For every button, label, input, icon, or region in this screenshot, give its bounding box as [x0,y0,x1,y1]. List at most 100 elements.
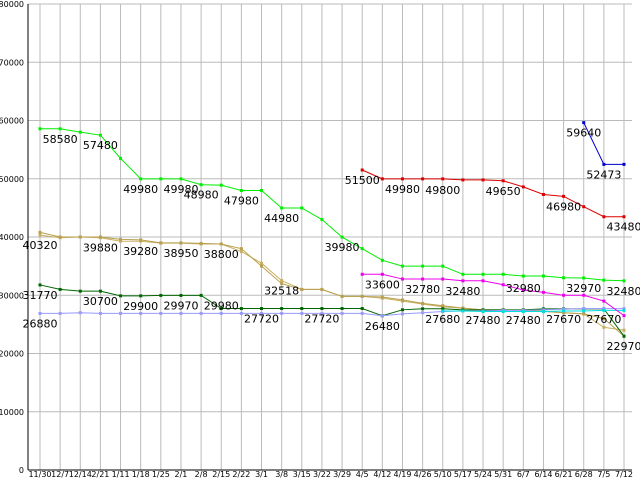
series-point [582,293,586,297]
series-point [179,311,183,315]
x-tick-label: 3/29 [333,470,351,479]
data-label: 47980 [224,195,259,208]
series-point [239,311,243,315]
data-label: 52473 [586,168,621,181]
series-point [541,192,545,196]
series-point [139,311,143,315]
series-point [421,277,425,281]
x-tick-label: 4/19 [393,470,411,479]
data-label: 43480 [607,221,640,234]
series-point [340,294,344,298]
y-tick-label: 70000 [0,58,24,67]
series-line [362,169,624,218]
series-point [199,293,203,297]
series-point [622,162,626,166]
x-tick-label: 4/26 [414,470,432,479]
series-point [400,308,404,312]
data-label: 32980 [506,282,541,295]
data-label: 31770 [23,289,58,302]
series-point [582,307,586,311]
y-tick-label: 0 [19,466,24,475]
series-point [159,241,163,245]
data-label: 22970 [607,340,640,353]
series-point [541,290,545,294]
series-point [260,189,264,193]
series-point [239,247,243,251]
series-point [159,293,163,297]
series-point [501,272,505,276]
y-tick-label: 20000 [0,350,24,359]
series-point [602,299,606,303]
x-tick-label: 2/15 [212,470,230,479]
data-label: 39980 [325,241,360,254]
series-point [441,177,445,181]
series-point [219,183,223,187]
y-tick-label: 60000 [0,117,24,126]
x-tick-label: 6/14 [534,470,552,479]
series-point [280,282,284,286]
series-point [622,314,626,318]
x-tick-label: 12/7 [51,470,69,479]
data-label: 29970 [163,299,198,312]
series-0 [38,127,626,283]
series-point [38,283,42,287]
y-tick-label: 50000 [0,175,24,184]
series-point [541,274,545,278]
data-label: 51500 [345,174,380,187]
data-label: 32480 [445,285,480,298]
data-label: 27720 [244,313,279,326]
series-point [562,311,566,315]
series-point [280,279,284,283]
x-tick-label: 7/12 [615,470,633,479]
series-point [119,294,123,298]
data-label: 32518 [264,285,299,298]
series-point [58,235,62,239]
series-point [239,250,243,254]
data-label: 49800 [425,184,460,197]
series-point [562,293,566,297]
x-tick-label: 2/21 [91,470,109,479]
series-point [501,283,505,287]
series-point [78,289,82,293]
series-point [481,178,485,182]
series-point [58,287,62,291]
series-point [441,304,445,308]
series-point [320,311,324,315]
data-label: 32480 [607,285,640,298]
series-point [139,238,143,242]
series-lines [38,121,626,338]
data-label: 30700 [83,295,118,308]
series-point [340,307,344,311]
x-tick-label: 12/14 [69,470,92,479]
x-tick-label: 6/28 [575,470,593,479]
data-label: 44980 [264,212,299,225]
series-point [320,307,324,311]
series-point [501,179,505,183]
series-point [582,276,586,280]
x-tick-label: 6/21 [555,470,573,479]
series-point [622,328,626,332]
series-point [421,177,425,181]
series-point [622,334,626,338]
series-point [562,309,566,313]
series-point [501,310,505,314]
series-point [400,298,404,302]
series-point [602,307,606,311]
series-line [40,128,625,282]
series-point [38,127,42,131]
series-point [602,162,606,166]
x-tick-label: 5/17 [454,470,472,479]
x-tick-label: 2/1 [175,470,188,479]
x-tick-label: 4/12 [373,470,391,479]
series-point [199,311,203,315]
series-point [219,242,223,246]
data-label: 49650 [486,185,521,198]
series-point [380,177,384,181]
series-point [582,312,586,316]
series-point [199,183,203,187]
series-point [360,311,364,315]
series-point [602,308,606,312]
x-tick-label: 11/30 [28,470,51,479]
series-point [562,194,566,198]
